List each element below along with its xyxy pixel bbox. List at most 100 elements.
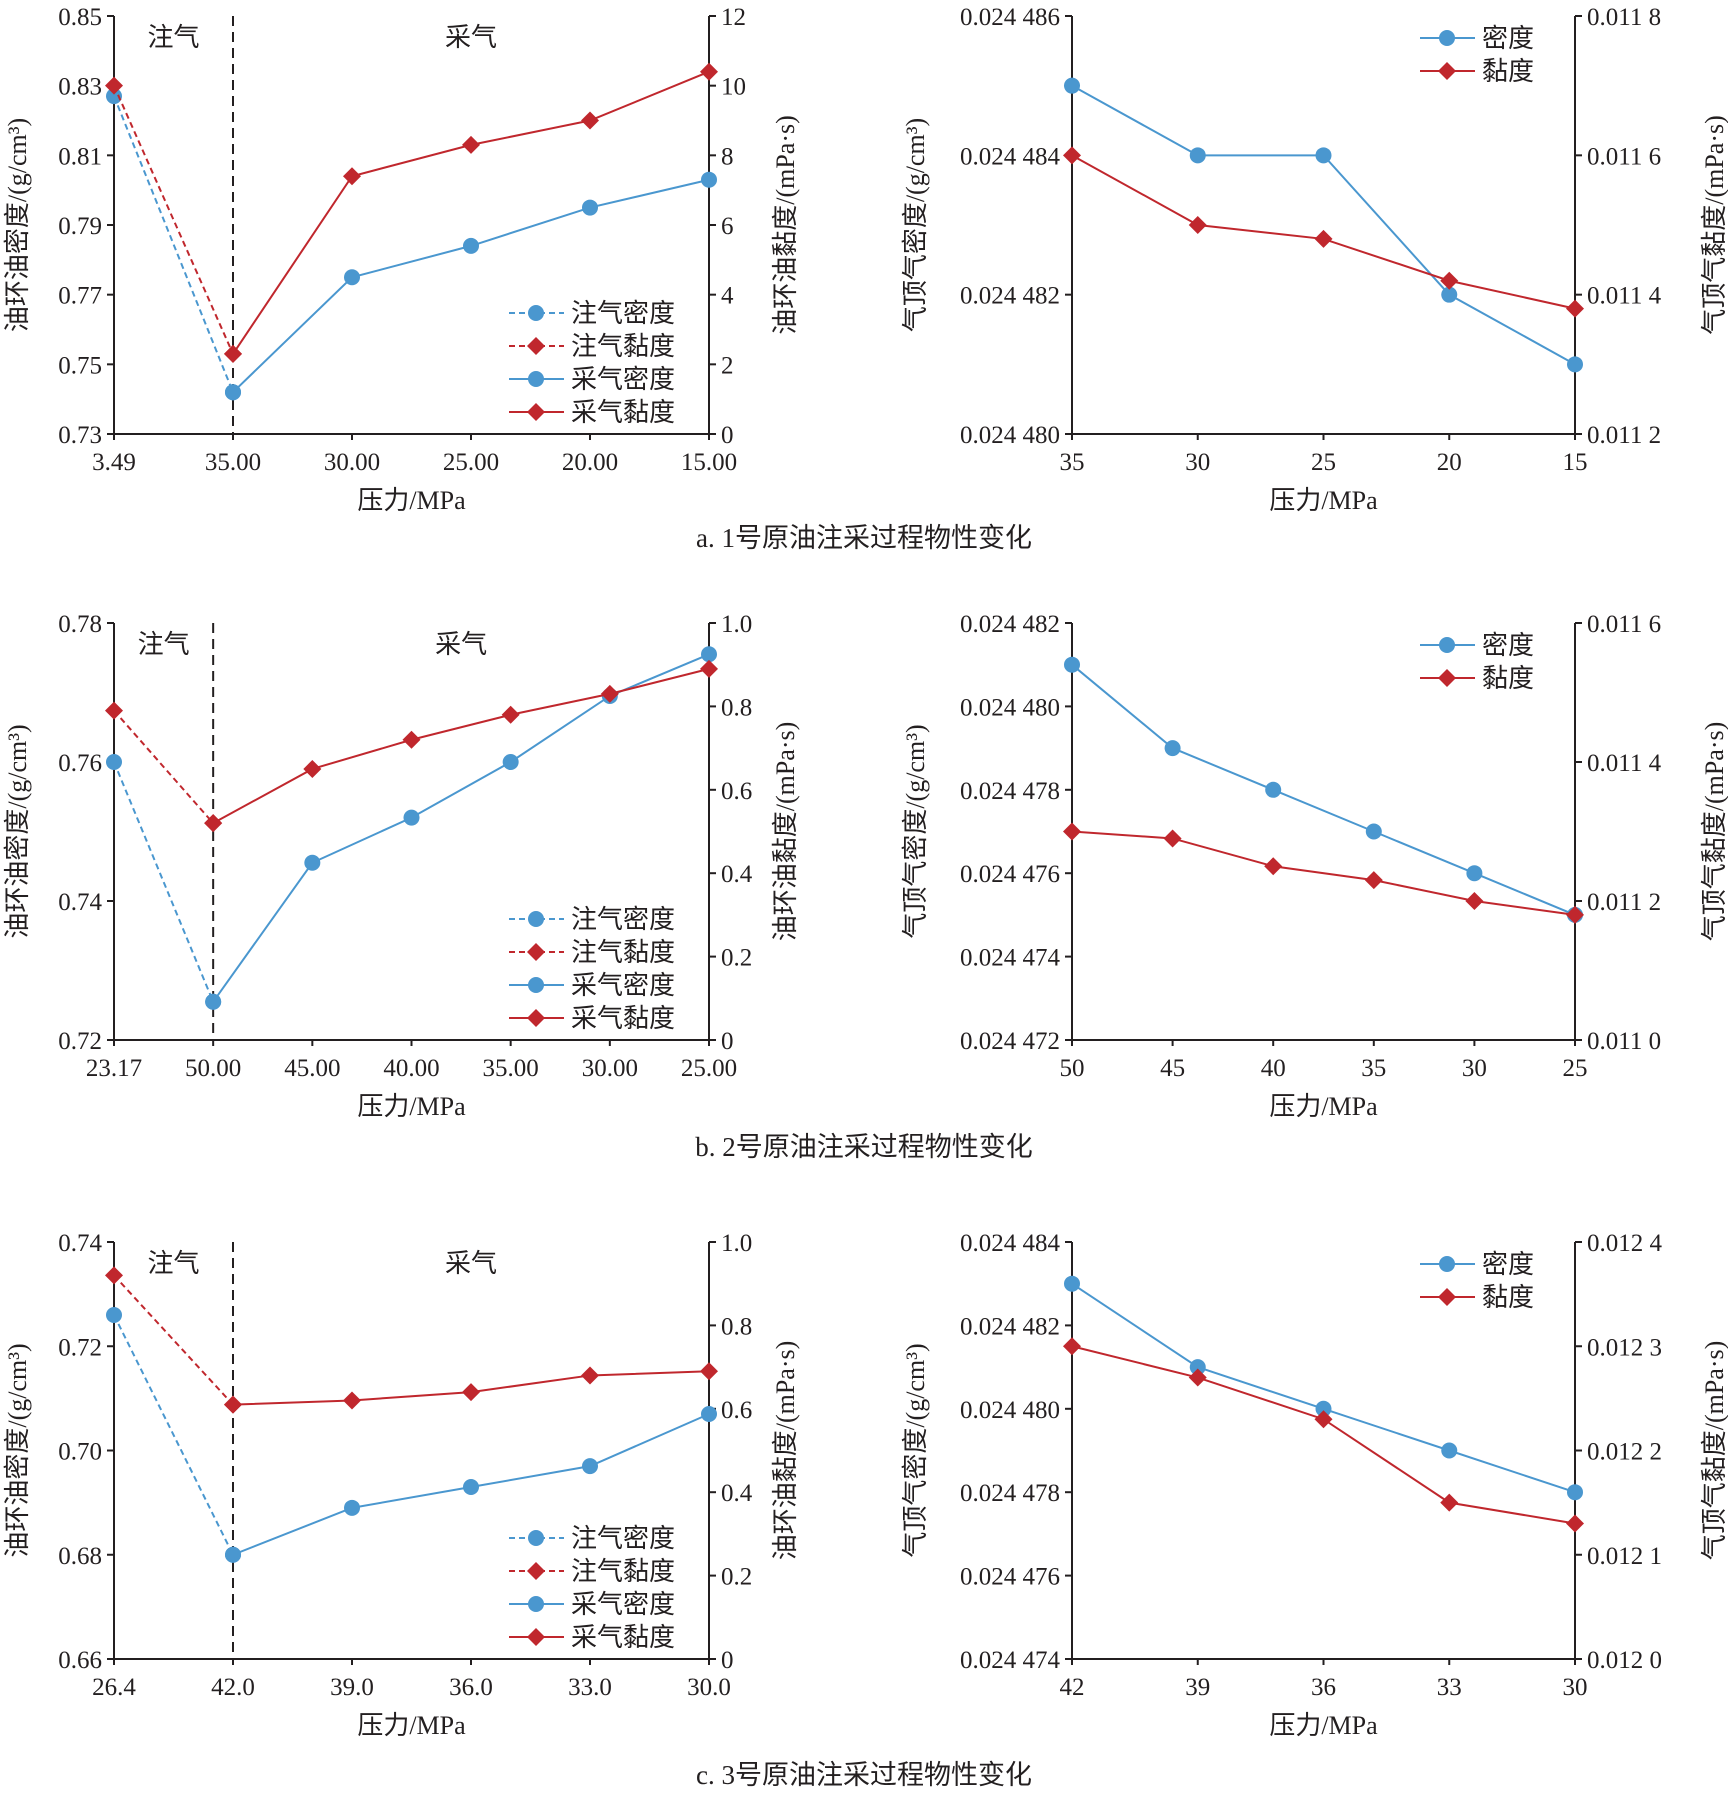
y2-tick-label: 0.8 [721,694,752,721]
legend-marker [1438,1288,1456,1306]
chart-0-left: 0.73 0.75 0.77 0.79 0.81 0.83 0.85 0 2 4 6 8 10 12 3.4… [3,4,800,515]
chart-1-left: 0.72 0.74 0.76 0.78 0 0.2 0.4 0.6 0.8 1.0 23.17 50.… [3,611,800,1121]
data-point [1265,781,1282,798]
series-line [1071,1345,1576,1525]
legend-label: 注气黏度 [571,938,675,967]
x-tick-label: 15 [1563,449,1588,476]
series-line [1071,830,1576,916]
series-line [212,667,710,825]
y-tick-label: 0.024 480 [960,694,1060,721]
caption-c: c. 3号原油注采过程物性变化 [696,1760,1032,1790]
y2-tick-label: 0.8 [721,1313,752,1340]
data-point [1466,865,1483,882]
x-tick-label: 23.17 [86,1055,142,1082]
y-tick-label: 0.024 478 [960,1480,1060,1507]
y2-axis-label: 气顶气黏度/(mPa·s) [1700,115,1728,335]
data-point [1315,147,1332,164]
data-point [343,1391,361,1410]
chart-0-right: 0.024 480 0.024 482 0.024 484 0.024 486 0.01… [901,4,1728,515]
series-line [1071,1282,1576,1494]
data-point [701,646,717,663]
y-axis-label: 油环油密度/(g/cm³) [3,724,32,938]
y-tick-label: 0.024 480 [960,1397,1060,1424]
y-tick-label: 0.75 [58,352,102,379]
x-tick-label: 40.00 [383,1055,439,1082]
caption-a: a. 1号原油注采过程物性变化 [696,523,1032,553]
x-tick-label: 39 [1185,1674,1210,1701]
legend-marker [527,943,545,961]
y-tick-label: 0.78 [58,611,102,638]
x-tick-label: 25 [1311,449,1336,476]
legend-label: 黏度 [1482,664,1534,693]
legend-label: 注气黏度 [571,1557,675,1586]
data-point [105,76,123,95]
legend-marker [1438,62,1456,80]
y-tick-label: 0.024 478 [960,778,1060,805]
data-point [701,171,717,188]
data-point [581,1366,599,1385]
chart-2-right: 0.024 474 0.024 476 0.024 478 0.024 480 0.02… [901,1230,1728,1740]
y2-tick-label: 0.2 [721,1564,752,1591]
data-point [463,1478,479,1495]
data-point [224,344,242,363]
data-point [1365,823,1382,840]
y2-tick-label: 8 [721,143,734,170]
data-point [501,705,520,724]
y2-tick-label: 0.6 [721,1397,752,1424]
legend-label: 密度 [1482,1250,1534,1279]
x-tick-label: 40 [1261,1055,1286,1082]
y2-axis-label: 气顶气黏度/(mPa·s) [1700,1341,1728,1561]
x-tick-label: 42.0 [211,1674,255,1701]
y2-tick-label: 0.2 [721,945,752,972]
y-axis-label: 气顶气密度/(g/cm³) [901,1343,930,1557]
y2-tick-label: 0.011 4 [1587,750,1662,777]
y2-tick-label: 2 [721,352,734,379]
y2-tick-label: 0.011 6 [1587,611,1661,638]
legend-label: 黏度 [1482,1283,1534,1312]
legend-label: 黏度 [1482,57,1534,86]
legend-label: 采气密度 [571,365,675,394]
x-tick-label: 20.00 [562,449,618,476]
series-line [1071,84,1576,366]
legend-label: 采气黏度 [571,1004,675,1033]
x-tick-label: 36.0 [449,1674,493,1701]
y-tick-label: 0.66 [58,1647,102,1674]
data-point [1440,1493,1459,1512]
data-point [1465,892,1484,910]
x-tick-label: 30 [1185,449,1210,476]
x-tick-label: 35 [1060,449,1085,476]
y2-tick-label: 12 [721,4,746,31]
y2-tick-label: 0.4 [721,1480,753,1507]
data-point [1567,1484,1583,1501]
data-point [600,684,619,703]
x-tick-label: 25.00 [443,449,499,476]
y2-tick-label: 0.6 [721,778,752,805]
data-point [1189,1359,1206,1376]
x-tick-label: 35.00 [483,1055,539,1082]
data-point [105,701,123,720]
caption-b: b. 2号原油注采过程物性变化 [695,1132,1033,1162]
chart-1-right: 0.024 472 0.024 474 0.024 476 0.024 478 0.02… [901,611,1728,1121]
data-point [1189,147,1206,164]
y2-tick-label: 0.011 0 [1587,1028,1661,1055]
x-tick-label: 35.00 [205,449,261,476]
data-point [106,754,122,770]
y-tick-label: 0.024 476 [960,1564,1060,1591]
region-label-production: 采气 [435,630,487,659]
data-point [1566,299,1584,318]
x-tick-label: 25.00 [681,1055,737,1082]
x-tick-label: 45 [1160,1055,1185,1082]
x-tick-label: 26.4 [92,1674,136,1701]
data-point [1164,740,1181,757]
data-point [1315,1400,1332,1417]
data-point [700,659,718,678]
x-tick-label: 36 [1311,1674,1336,1701]
y2-tick-label: 1.0 [721,1230,752,1257]
data-point [1567,356,1583,373]
data-point [1566,905,1584,924]
y2-axis-label: 油环油黏度/(mPa·s) [771,722,800,942]
y-tick-label: 0.73 [58,422,102,449]
data-point [700,62,718,81]
y-tick-label: 0.72 [58,1028,102,1055]
